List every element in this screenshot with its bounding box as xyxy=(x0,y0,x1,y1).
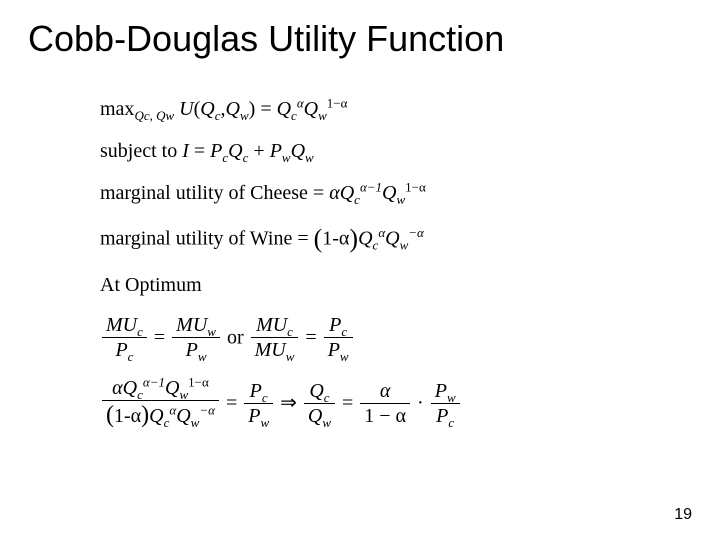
page-title: Cobb-Douglas Utility Function xyxy=(0,0,720,60)
frac-3: MUc MUw xyxy=(251,313,299,362)
math-block: maxQc, Qw U(Qc,Qw) = QcαQw1−α subject to… xyxy=(100,95,462,444)
frac-4: Pc Pw xyxy=(324,313,353,362)
frac-8: α 1 − α xyxy=(360,379,410,428)
eq-line-1: maxQc, Qw U(Qc,Qw) = QcαQw1−α xyxy=(100,95,462,123)
frac-5: αQcα−1Qw1−α (1-α)QcαQw−α xyxy=(102,376,219,430)
frac-7: Qc Qw xyxy=(304,379,335,428)
u-var: U xyxy=(179,98,193,120)
eq-line-3: marginal utility of Cheese = αQcα−1Qw1−α xyxy=(100,179,462,207)
max-sub: Qc, Qw xyxy=(134,108,174,123)
eq-line-5: At Optimum xyxy=(100,271,462,299)
eq-line-2: subject to I = PcQc + PwQw xyxy=(100,137,462,165)
frac-1: MUc Pc xyxy=(102,313,147,362)
max-text: max xyxy=(100,98,134,120)
eq-line-7: αQcα−1Qw1−α (1-α)QcαQw−α = Pc Pw ⇒ Qc Qw… xyxy=(100,376,462,430)
frac-9: Pw Pc xyxy=(431,379,460,428)
eq-line-4: marginal utility of Wine = (1-α)QcαQw−α xyxy=(100,221,462,257)
page-number: 19 xyxy=(674,506,692,524)
frac-2: MUw Pw xyxy=(172,313,220,362)
frac-6: Pc Pw xyxy=(244,379,273,428)
eq-line-6: MUc Pc = MUw Pw or MUc MUw = Pc Pw xyxy=(100,313,462,362)
